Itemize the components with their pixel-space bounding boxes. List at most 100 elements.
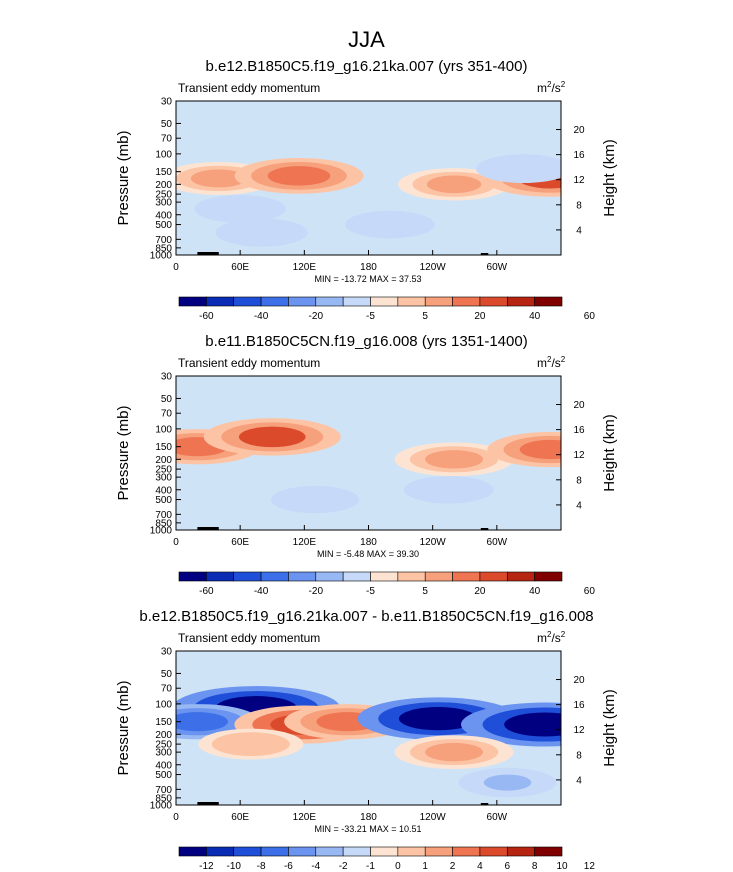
colorbar-label: -4 bbox=[311, 861, 320, 872]
colorbar-box bbox=[534, 571, 563, 582]
contour-feature bbox=[504, 712, 561, 737]
panel-title: b.e12.B1850C5.f19_g16.21ka.007 - b.e11.B… bbox=[139, 608, 593, 625]
figure-title: JJA bbox=[348, 27, 385, 52]
units-exp: 2 bbox=[561, 630, 566, 639]
x-tick-label: 120W bbox=[420, 262, 447, 273]
colorbar-box bbox=[424, 296, 453, 307]
x-tick-label: 60W bbox=[487, 262, 508, 273]
h-tick-label: 8 bbox=[576, 750, 582, 761]
y-tick-label: 50 bbox=[161, 394, 173, 405]
units-base: m bbox=[537, 81, 547, 95]
y-tick-label: 150 bbox=[155, 717, 172, 728]
y-tick-label: 200 bbox=[155, 455, 172, 466]
h-tick-label: 8 bbox=[576, 475, 582, 486]
colorbar-box bbox=[479, 846, 508, 857]
colorbar-box bbox=[342, 846, 371, 857]
colorbar-box bbox=[233, 296, 262, 307]
contour-feature bbox=[368, 217, 412, 233]
colorbar-box bbox=[534, 846, 563, 857]
colorbar-label: -40 bbox=[254, 311, 269, 322]
colorbar-label: 20 bbox=[474, 311, 486, 322]
colorbar-label: 40 bbox=[529, 311, 541, 322]
colorbar-label: -5 bbox=[366, 586, 375, 597]
colorbar-box bbox=[370, 846, 399, 857]
units-label: m2/s2 bbox=[537, 630, 566, 645]
colorbar-box bbox=[397, 846, 426, 857]
colorbar-label: 5 bbox=[422, 586, 428, 597]
h-tick-label: 4 bbox=[576, 225, 582, 236]
contour-feature bbox=[500, 160, 547, 177]
h-tick-label: 12 bbox=[573, 450, 585, 461]
x-tick-label: 0 bbox=[173, 537, 179, 548]
x-tick-label: 60W bbox=[487, 812, 508, 823]
units-exp: 2 bbox=[561, 80, 566, 89]
y-tick-label: 30 bbox=[161, 647, 173, 658]
y-tick-label: 700 bbox=[155, 235, 172, 246]
contour-feature bbox=[239, 224, 284, 241]
units-mid: /s bbox=[551, 631, 560, 645]
colorbar-box bbox=[288, 296, 317, 307]
units-exp: 2 bbox=[547, 355, 552, 364]
x-tick-label: 120E bbox=[293, 537, 317, 548]
contour-feature bbox=[425, 742, 483, 762]
h-tick-label: 20 bbox=[573, 675, 585, 686]
x-tick-label: 180 bbox=[360, 812, 377, 823]
y-tick-label: 200 bbox=[155, 180, 172, 191]
minmax-label: MIN = -33.21 MAX = 10.51 bbox=[314, 824, 421, 834]
x-tick-label: 60W bbox=[487, 537, 508, 548]
panels: b.e12.B1850C5.f19_g16.21ka.007 (yrs 351-… bbox=[115, 58, 618, 872]
y-tick-label: 500 bbox=[155, 495, 172, 506]
colorbar-label: 1 bbox=[422, 861, 428, 872]
panel-2: b.e11.B1850C5CN.f19_g16.008 (yrs 1351-14… bbox=[115, 333, 618, 597]
colorbar-label: 2 bbox=[450, 861, 456, 872]
colorbar-label: -12 bbox=[199, 861, 214, 872]
contour-feature bbox=[426, 482, 471, 498]
y2-axis-label: Height (km) bbox=[601, 139, 618, 217]
y2-axis-label: Height (km) bbox=[601, 414, 618, 492]
y-tick-label: 300 bbox=[155, 198, 172, 209]
y-tick-label: 200 bbox=[155, 730, 172, 741]
y-tick-label: 300 bbox=[155, 748, 172, 759]
h-tick-label: 12 bbox=[573, 725, 585, 736]
y-tick-label: 1000 bbox=[150, 801, 173, 812]
colorbar-box bbox=[342, 571, 371, 582]
colorbar-box bbox=[452, 846, 481, 857]
x-tick-label: 120W bbox=[420, 812, 447, 823]
h-tick-label: 4 bbox=[576, 500, 582, 511]
colorbar-box bbox=[424, 571, 453, 582]
y-axis-label: Pressure (mb) bbox=[115, 130, 132, 225]
colorbar-box bbox=[452, 296, 481, 307]
colorbar-label: 8 bbox=[532, 861, 538, 872]
y-tick-label: 100 bbox=[155, 424, 172, 435]
y-axis-label: Pressure (mb) bbox=[115, 405, 132, 500]
colorbar-label: -6 bbox=[284, 861, 293, 872]
colorbar-box bbox=[288, 571, 317, 582]
colorbar-label: -60 bbox=[199, 586, 214, 597]
y-tick-label: 150 bbox=[155, 442, 172, 453]
h-tick-label: 20 bbox=[573, 125, 585, 136]
contour-fills bbox=[176, 154, 561, 247]
y-tick-label: 850 bbox=[155, 243, 172, 254]
y-tick-label: 500 bbox=[155, 770, 172, 781]
colorbar-label: 20 bbox=[474, 586, 486, 597]
colorbar-label: 10 bbox=[556, 861, 568, 872]
y-tick-label: 400 bbox=[155, 485, 172, 496]
colorbar-box bbox=[178, 846, 207, 857]
colorbar-box bbox=[315, 296, 344, 307]
colorbar-box bbox=[260, 846, 289, 857]
colorbar-box bbox=[370, 296, 399, 307]
terrain bbox=[480, 803, 489, 805]
colorbar-box bbox=[534, 296, 563, 307]
panel-subtitle: Transient eddy momentum bbox=[178, 631, 320, 645]
units-label: m2/s2 bbox=[537, 355, 566, 370]
y-tick-label: 400 bbox=[155, 210, 172, 221]
colorbar-label: -1 bbox=[366, 861, 375, 872]
h-tick-label: 4 bbox=[576, 775, 582, 786]
contour-feature bbox=[426, 175, 482, 194]
colorbar-label: -20 bbox=[309, 311, 324, 322]
minmax-label: MIN = -13.72 MAX = 37.53 bbox=[314, 274, 421, 284]
y-tick-label: 100 bbox=[155, 699, 172, 710]
colorbar-label: 60 bbox=[584, 586, 596, 597]
colorbar-label: -2 bbox=[339, 861, 348, 872]
